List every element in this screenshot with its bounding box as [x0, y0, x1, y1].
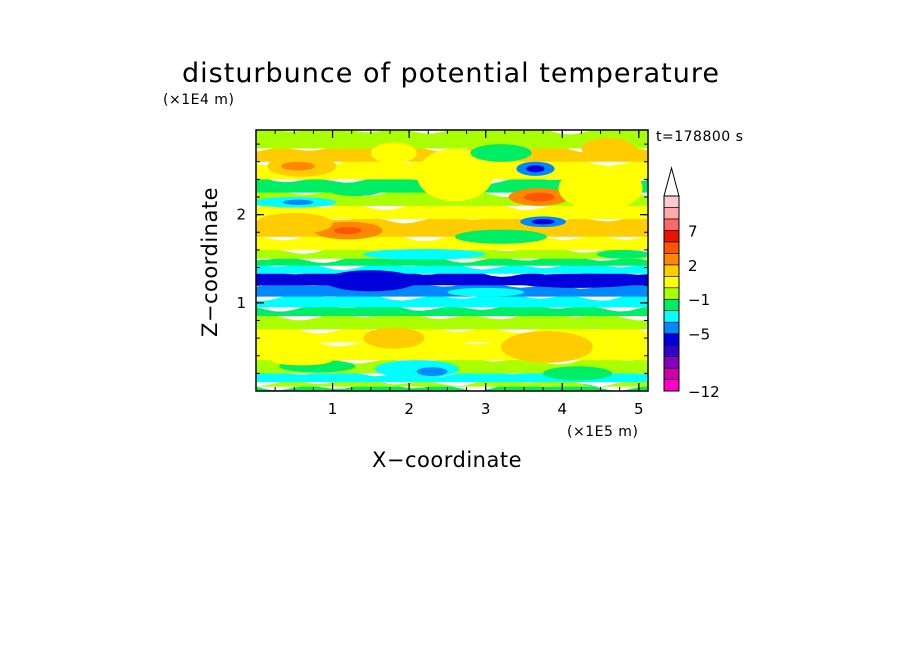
contour-feature	[281, 161, 315, 171]
contour-feature	[374, 360, 459, 378]
contour-feature	[324, 270, 417, 292]
x-unit-label: (×1E5 m)	[567, 424, 639, 440]
colorbar-level	[663, 264, 680, 277]
contour-band	[256, 302, 648, 317]
contour-feature	[328, 183, 383, 197]
colorbar-label: 2	[688, 257, 698, 275]
contour-feature	[581, 137, 635, 160]
contour-feature	[596, 249, 648, 259]
contour-feature	[282, 199, 314, 205]
contour-feature	[558, 166, 643, 211]
contour-feature	[526, 165, 545, 173]
x-tick-label: 5	[634, 400, 644, 418]
colorbar-level	[663, 195, 680, 208]
contour-band	[256, 232, 648, 250]
contour-feature	[416, 367, 448, 377]
contour-feature	[508, 273, 647, 288]
colorbar-level	[663, 333, 680, 346]
colorbar-level	[663, 310, 680, 323]
colorbar-level	[663, 321, 680, 334]
contour-feature	[523, 192, 555, 202]
contour-band	[256, 382, 648, 391]
contour-feature	[455, 229, 547, 244]
colorbar-level	[663, 241, 680, 254]
colorbar-level	[663, 367, 680, 380]
contour-feature	[447, 287, 524, 297]
z-unit-label: (×1E4 m)	[163, 92, 235, 108]
chart-title: disturbunce of potential temperature	[182, 58, 720, 89]
contour-band	[256, 311, 648, 330]
contour-feature	[334, 226, 362, 235]
y-axis: 12	[236, 143, 648, 374]
colorbar-level	[663, 207, 680, 220]
colorbar-labels: 7 2 −1 −5 −12	[688, 222, 720, 401]
y-tick-label: 1	[236, 294, 246, 312]
contour-feature	[531, 219, 555, 225]
colorbar-level	[663, 253, 680, 266]
colorbar-level	[663, 230, 680, 243]
contour-feature	[363, 327, 425, 349]
x-tick-label: 4	[557, 400, 567, 418]
colorbar-label: −12	[688, 383, 720, 401]
colorbar-level	[663, 275, 680, 289]
contour-feature	[543, 366, 613, 381]
colorbar-level	[663, 287, 680, 300]
contour-feature	[271, 354, 333, 366]
time-label: t=178800 s	[656, 129, 744, 145]
y-tick-label: 2	[236, 206, 246, 224]
colorbar-label: −1	[688, 291, 710, 309]
colorbar-level	[663, 356, 680, 369]
x-tick-label: 2	[404, 400, 414, 418]
colorbar-level	[663, 218, 680, 231]
x-tick-label: 3	[481, 400, 491, 418]
contour-feature	[416, 148, 494, 202]
colorbar-level	[663, 344, 680, 357]
plot-area	[256, 130, 648, 391]
contour-band	[256, 130, 648, 149]
colorbar-extend-arrow	[663, 166, 680, 197]
colorbar-label: −5	[688, 326, 710, 344]
plot-frame	[255, 129, 649, 392]
contour-feature	[363, 249, 486, 260]
contour-feature	[370, 142, 417, 164]
contour-feature	[256, 212, 333, 235]
contour-feature	[501, 331, 593, 363]
colorbar-level	[663, 298, 680, 312]
contour-feature	[470, 144, 532, 162]
colorbar-label: 7	[688, 222, 698, 240]
x-axis-label: X−coordinate	[372, 448, 522, 472]
x-tick-label: 1	[328, 400, 338, 418]
x-axis: 1 2 3 4 5	[274, 130, 644, 418]
colorbar-frame	[663, 195, 680, 392]
contour-band	[256, 261, 648, 274]
colorbar	[663, 166, 680, 392]
colorbar-level	[663, 379, 680, 392]
